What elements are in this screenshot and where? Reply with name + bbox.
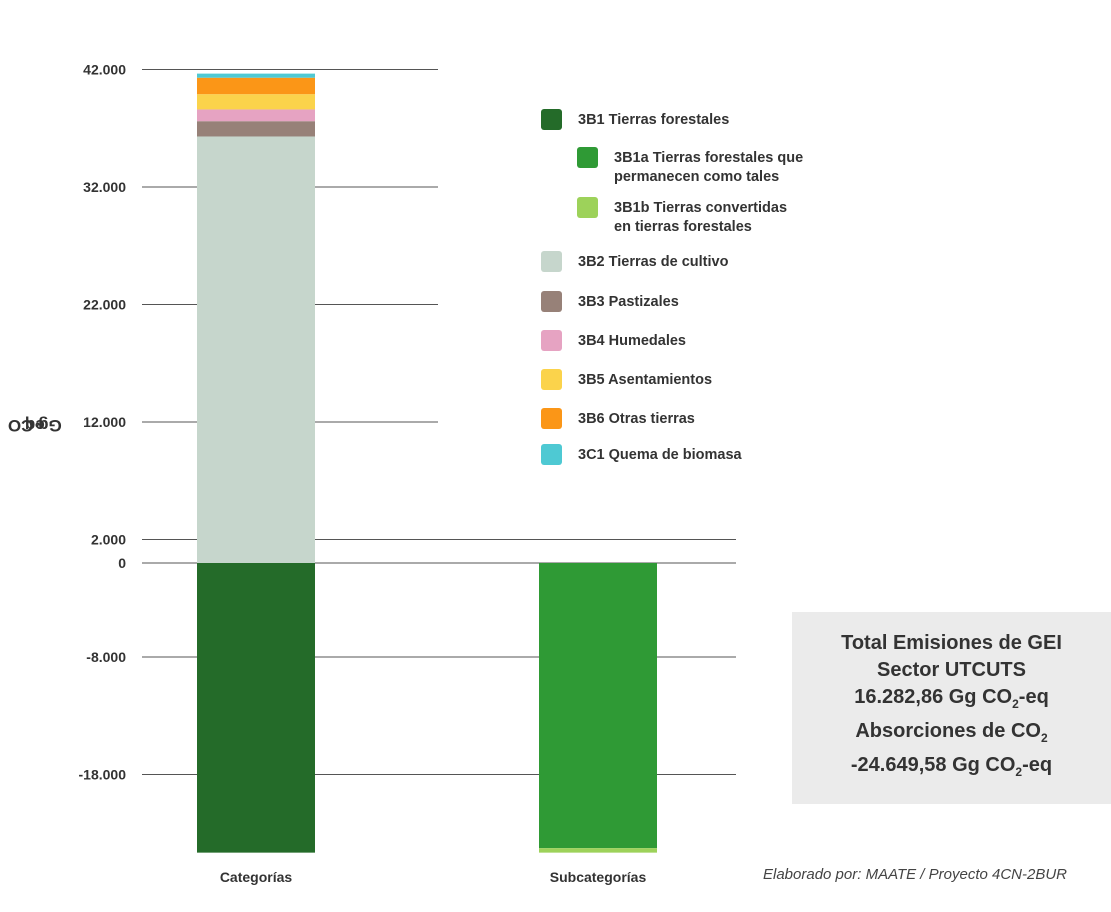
bar-segment <box>539 848 657 853</box>
legend-swatch <box>541 330 562 351</box>
y-tick-label: 42.000 <box>83 62 126 78</box>
summary-line-2: Sector UTCUTS <box>877 659 1026 681</box>
legend-swatch <box>541 251 562 272</box>
summary-line-1: Total Emisiones de GEI <box>841 632 1062 654</box>
legend-label: 3B1 Tierras forestales <box>578 112 729 128</box>
legend-swatch <box>541 369 562 390</box>
legend-label: 3B6 Otras tierras <box>578 411 695 427</box>
bar-segment <box>197 121 315 137</box>
legend-label: 3B4 Humedales <box>578 333 686 349</box>
bar-segment <box>197 563 315 853</box>
summary-absorptions-total: -24.649,58 Gg CO2-eq <box>850 754 1053 779</box>
bar-segment <box>197 73 315 78</box>
legend-swatch <box>541 291 562 312</box>
legend-swatch <box>541 444 562 465</box>
summary-emissions-total: 16.282,86 Gg CO2-eq <box>854 686 1049 711</box>
y-tick-label: 22.000 <box>83 297 126 313</box>
y-tick-label: -18.000 <box>79 767 127 783</box>
y-tick-label: -8.000 <box>86 649 126 665</box>
y-tick-label: 32.000 <box>83 179 126 195</box>
bar-segment <box>197 77 315 95</box>
legend: 3B1 Tierras forestales 3B1a Tierras fores… <box>541 109 803 465</box>
legend-label: 3B1b Tierras convertidas en tierras fores… <box>614 200 787 235</box>
legend-label: 3B2 Tierras de cultivo <box>578 254 729 270</box>
y-tick-label: 12.000 <box>83 414 126 430</box>
legend-swatch <box>577 197 598 218</box>
bars <box>197 73 657 853</box>
category-label: Subcategorías <box>550 869 647 885</box>
legend-swatch <box>541 109 562 130</box>
legend-label: 3B1a Tierras forestales que permanecen co… <box>614 150 803 185</box>
y-tick-labels: 42.000 32.000 22.000 12.000 2.000 0 -8.000 -18.… <box>79 62 127 783</box>
y-tick-label: 0 <box>118 555 126 571</box>
y-tick-label: 2.000 <box>91 532 126 548</box>
legend-label: 3B5 Asentamientos <box>578 372 712 388</box>
bar-segment <box>197 136 315 563</box>
category-labels: Categorías Subcategorías <box>220 869 647 885</box>
category-label: Categorías <box>220 869 293 885</box>
bar-segment <box>197 109 315 122</box>
legend-label: 3B3 Pastizales <box>578 294 679 310</box>
source-note: Elaborado por: MAATE / Proyecto 4CN-2BUR <box>763 866 1068 883</box>
legend-swatch <box>541 408 562 429</box>
legend-swatch <box>577 147 598 168</box>
bar-segment <box>197 94 315 110</box>
y-axis-label: Gg CO 2 eq <box>8 416 62 435</box>
summary-absorptions-label: Absorciones de CO2 <box>855 720 1048 745</box>
bar-segment <box>539 563 657 849</box>
totals-summary-box: Total Emisiones de GEI Sector UTCUTS 16.… <box>792 612 1111 804</box>
legend-label: 3C1 Quema de biomasa <box>578 447 743 463</box>
